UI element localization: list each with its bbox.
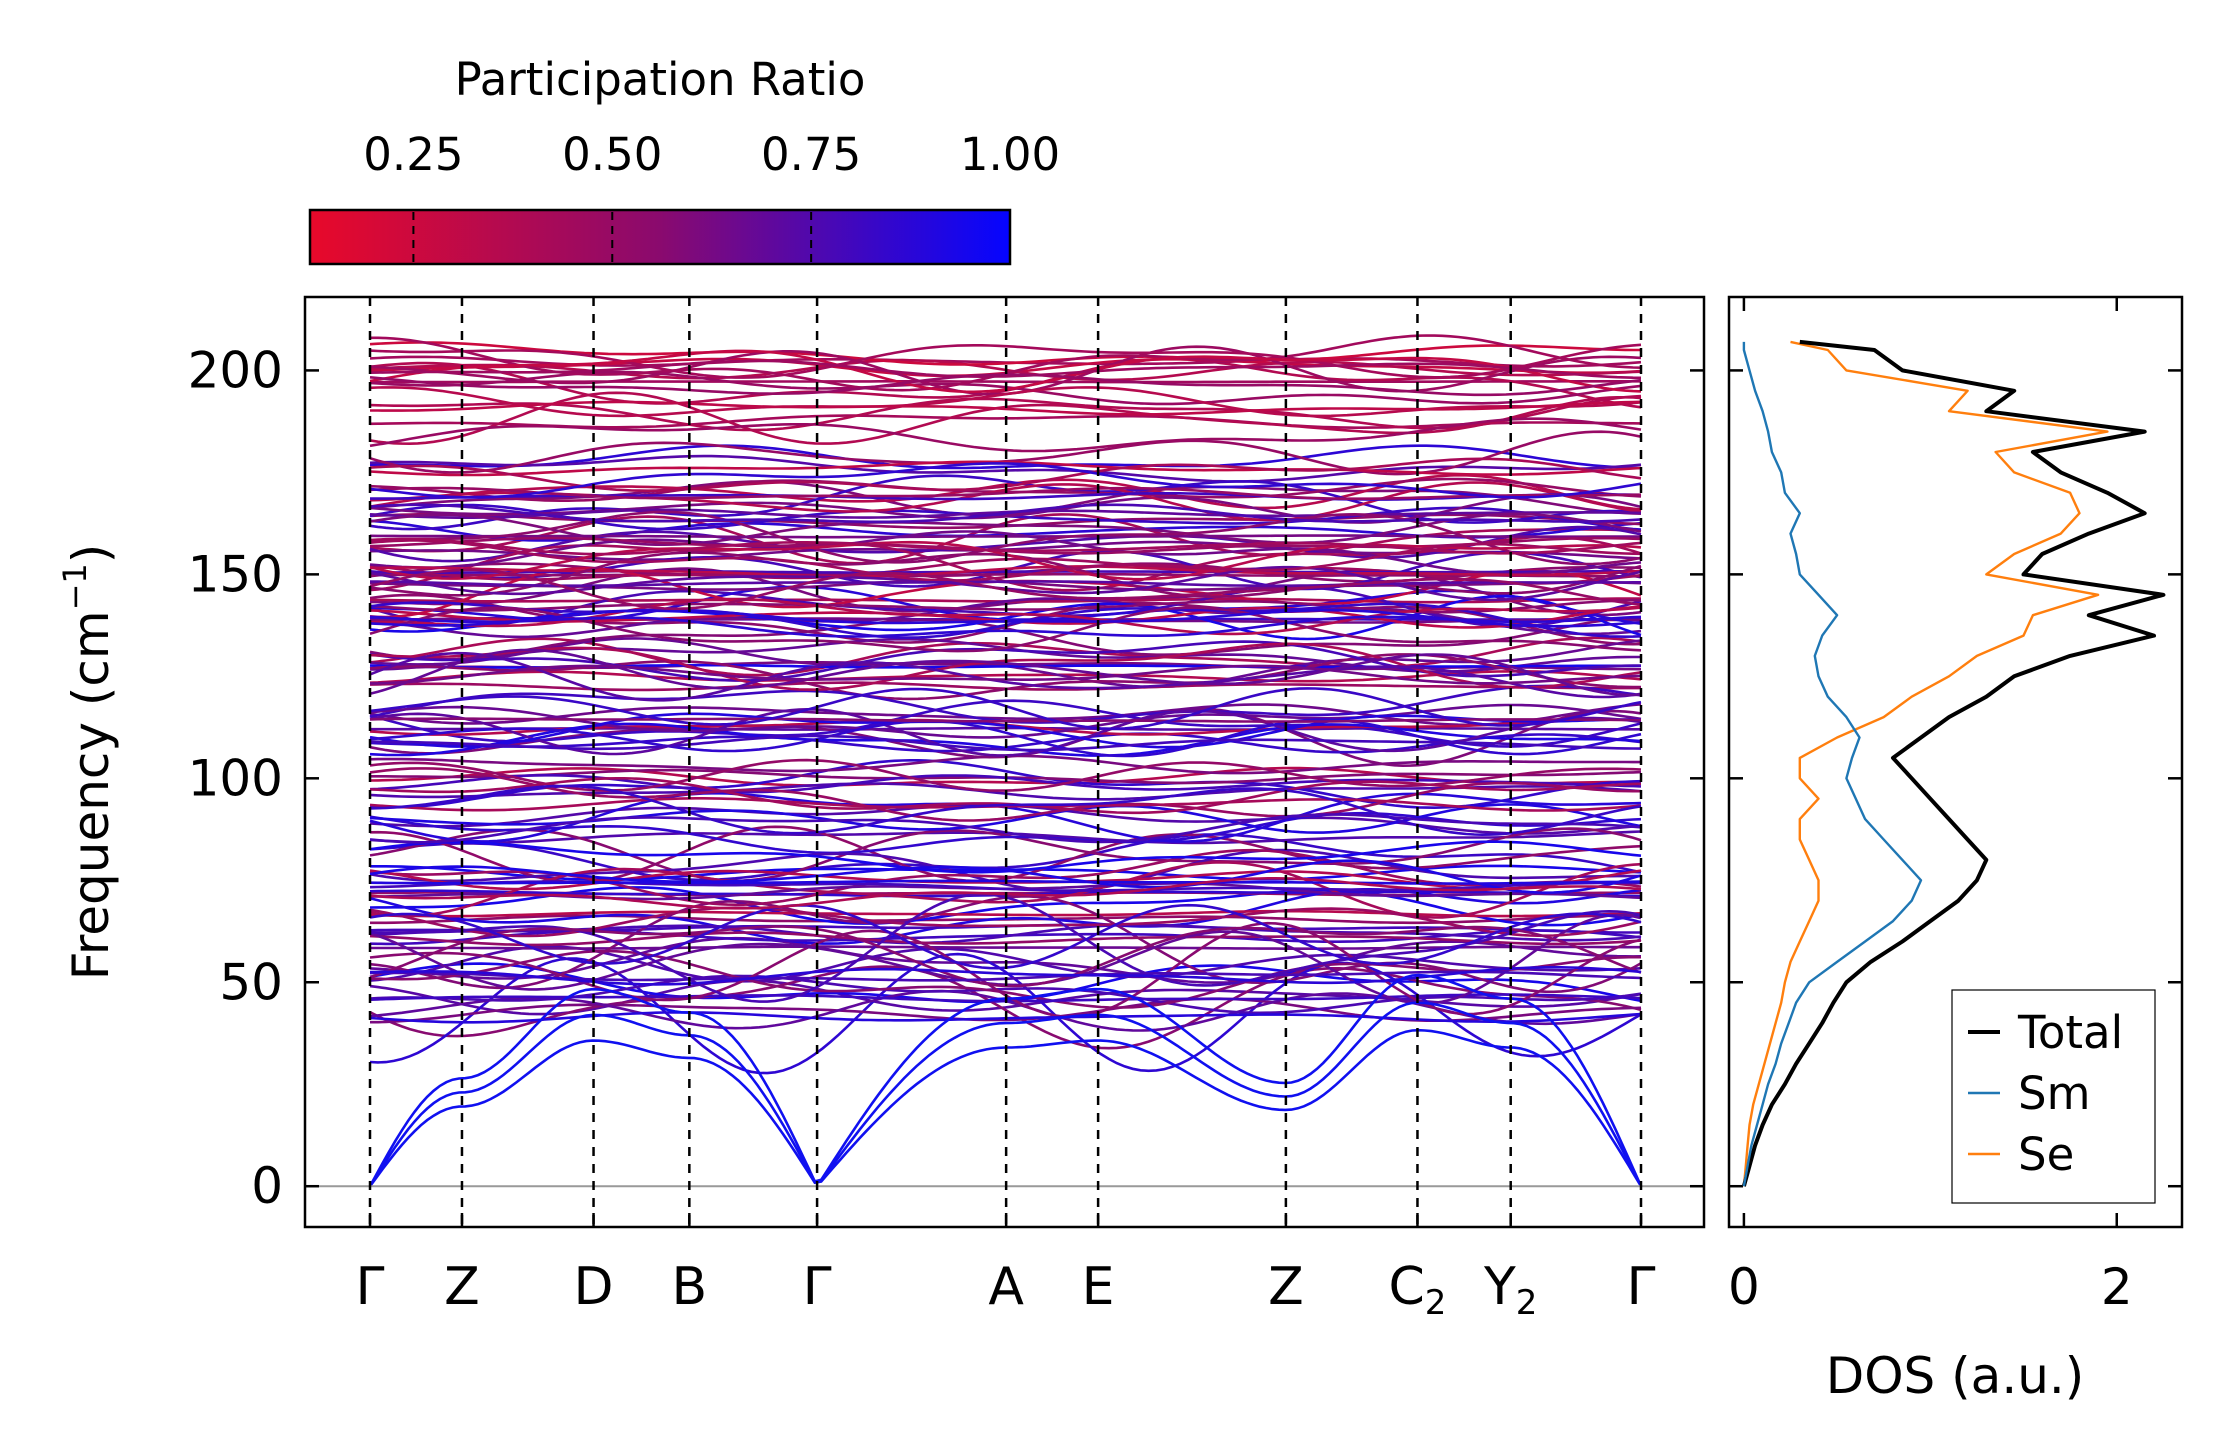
phonon-band (369, 784, 1642, 837)
colorbar-title: Participation Ratio (455, 53, 866, 106)
y-tick-label: 50 (219, 953, 283, 1011)
k-point-label: C2 (1388, 1257, 1446, 1323)
k-point-label: B (672, 1257, 708, 1317)
phonon-band (369, 462, 1642, 499)
colorbar-gradient (308, 208, 1012, 266)
k-point-label: Z (1268, 1257, 1304, 1317)
phonon-band (369, 886, 1642, 927)
phonon-band (369, 860, 1642, 919)
phonon-band (369, 359, 1642, 380)
phonon-band (369, 811, 1642, 855)
dos-series-sm (1742, 341, 1923, 1187)
phonon-band (369, 734, 1642, 752)
colorbar-tick-label: 0.25 (363, 128, 463, 181)
k-point-label: A (988, 1257, 1024, 1317)
dos-series-total (1741, 339, 2166, 1187)
legend-label: Se (2018, 1128, 2074, 1181)
phonon-band (369, 648, 1642, 697)
acoustic-branch (368, 1001, 1643, 1187)
phonon-band (369, 510, 1642, 566)
phonon-band (369, 537, 1642, 556)
k-point-label: Γ (1627, 1257, 1656, 1317)
dos-series-se (1742, 340, 2109, 1187)
phonon-band (370, 400, 1642, 416)
legend-items: Total Sm Se (1968, 1006, 2123, 1181)
phonon-band (369, 707, 1642, 757)
dos-curves (1741, 339, 2166, 1187)
band-plot-frame (303, 295, 1706, 1229)
y-tick-label: 0 (251, 1157, 283, 1215)
colorbar-tick-labels: 0.25 0.50 0.75 1.00 (363, 128, 1060, 181)
phonon-band (369, 949, 1642, 1009)
legend-label: Sm (2018, 1067, 2090, 1120)
phonon-band (369, 979, 1642, 1016)
dos-axis-label: DOS (a.u.) (1826, 1347, 2085, 1405)
colorbar: Participation Ratio 0.25 0.50 0.75 1.00 (308, 53, 1060, 266)
phonon-band (369, 503, 1642, 524)
y-tick-label: 200 (188, 341, 283, 399)
phonon-band (369, 797, 1642, 812)
phonon-band (369, 965, 1642, 1050)
colorbar-tick-label: 0.50 (562, 128, 662, 181)
phonon-band (369, 718, 1642, 758)
phonon-band (369, 859, 1642, 895)
phonon-band (369, 373, 1642, 397)
phonon-band (369, 703, 1642, 739)
frequency-axis: 0 50 100 150 200 (188, 341, 2182, 1215)
colorbar-tick-label: 0.75 (761, 128, 861, 181)
k-point-label: D (574, 1257, 614, 1317)
dos-x-tick-label: 0 (1728, 1258, 1760, 1316)
phonon-band (369, 827, 1642, 883)
phonon-band (369, 341, 1641, 366)
k-point-label: E (1082, 1257, 1115, 1317)
legend: Total Sm Se (1951, 989, 2156, 1204)
y-tick-label: 100 (188, 749, 283, 807)
phonon-band (369, 703, 1642, 727)
phonon-band (369, 615, 1642, 638)
ylabel-close: ) (62, 544, 120, 564)
phonon-band (369, 606, 1642, 653)
ylabel-main: Frequency (cm (62, 610, 120, 980)
phonon-band (369, 717, 1641, 723)
phonon-band (369, 343, 1642, 379)
y-tick-label: 150 (188, 545, 283, 603)
k-point-label: Z (444, 1257, 480, 1317)
k-point-label: Γ (356, 1257, 385, 1317)
dos-plot-frame (1727, 295, 2184, 1229)
k-path-separators (368, 297, 1643, 1227)
k-point-subscript: 2 (1425, 1283, 1447, 1323)
phonon-band (369, 833, 1642, 882)
dos-x-tick-label: 2 (2101, 1258, 2133, 1316)
ylabel-superscript: −1 (56, 563, 94, 610)
k-point-label: Γ (803, 1257, 832, 1317)
k-path-axis: Γ Z D B Γ A E Z C2 Y2 Γ (356, 1213, 1656, 1323)
phonon-band (369, 444, 1642, 470)
phonon-band (369, 530, 1642, 576)
legend-label: Total (2017, 1006, 2123, 1059)
k-point-subscript: 2 (1516, 1283, 1538, 1323)
phonon-band (369, 767, 1641, 822)
colorbar-tick-label: 1.00 (960, 128, 1060, 181)
legend-box (1951, 989, 2156, 1204)
frequency-axis-label: Frequency (cm−1) (56, 544, 120, 981)
phonon-band (369, 651, 1642, 702)
phonon-band (369, 888, 1642, 945)
phonon-band (369, 931, 1642, 947)
phonon-band (369, 460, 1642, 477)
k-point-label: Y2 (1483, 1257, 1537, 1323)
phonon-band (369, 766, 1642, 787)
phonon-band (369, 580, 1641, 588)
